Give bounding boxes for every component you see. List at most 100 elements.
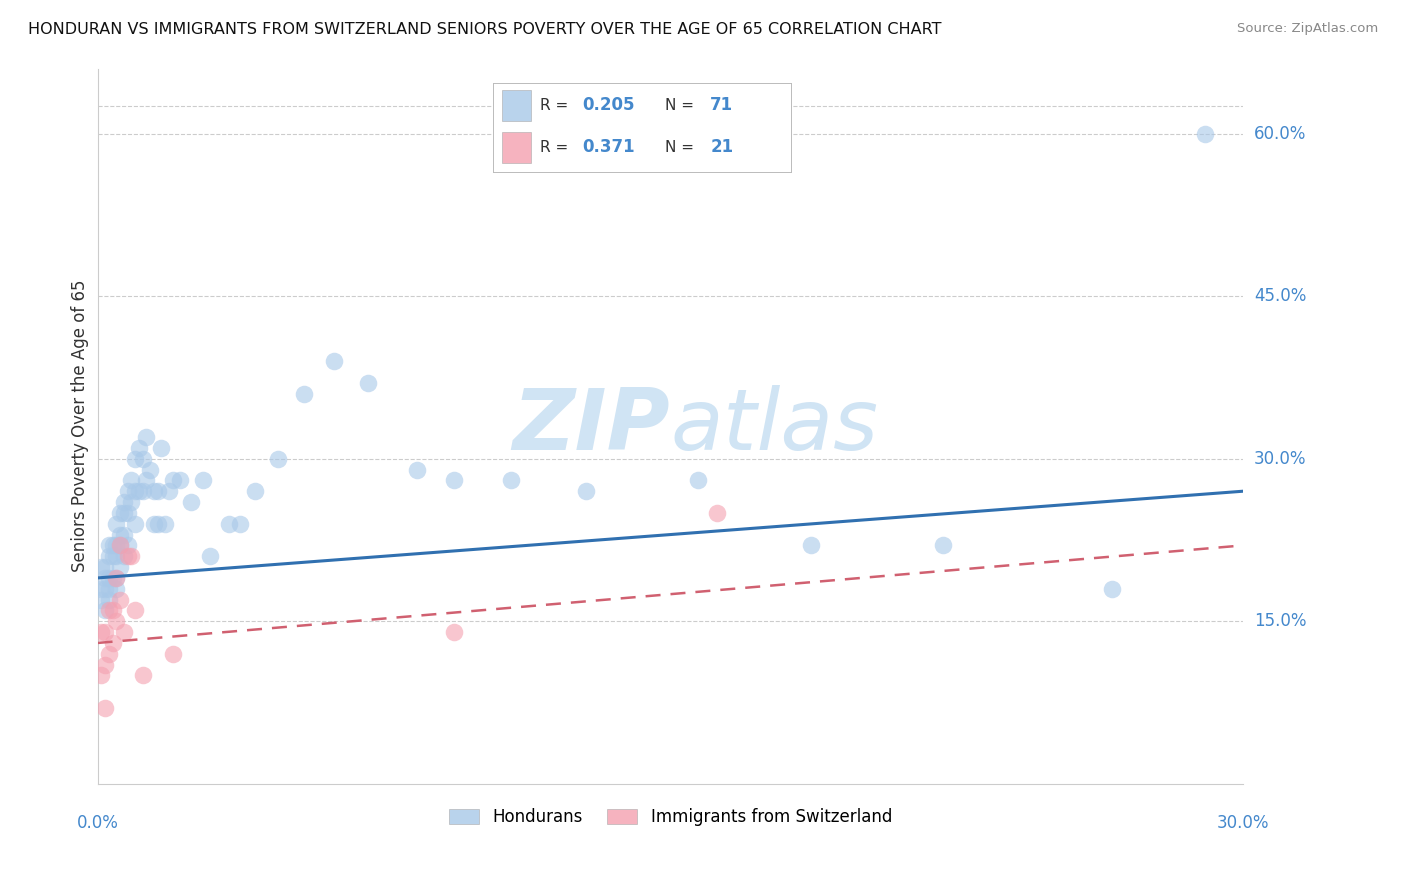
Text: ZIP: ZIP [513, 384, 671, 467]
Text: 30.0%: 30.0% [1216, 814, 1270, 832]
Point [117, 506, 139, 520]
Point [218, 516, 240, 531]
Point [120, 474, 142, 488]
Point [112, 625, 135, 640]
Point [292, 386, 315, 401]
Point [180, 495, 202, 509]
Point [128, 441, 150, 455]
Point [131, 451, 153, 466]
Point [162, 474, 184, 488]
Legend: Hondurans, Immigrants from Switzerland: Hondurans, Immigrants from Switzerland [441, 801, 898, 833]
Point [120, 495, 142, 509]
Point [101, 549, 124, 564]
Point [90, 582, 112, 596]
Point [105, 571, 128, 585]
Point [124, 484, 146, 499]
Point [153, 516, 176, 531]
Point [117, 549, 139, 564]
Point [142, 516, 165, 531]
Point [97, 571, 120, 585]
Point [157, 484, 180, 499]
Point [128, 484, 150, 499]
Point [124, 603, 146, 617]
Text: Source: ZipAtlas.com: Source: ZipAtlas.com [1237, 22, 1378, 36]
Point [357, 376, 380, 390]
Text: 45.0%: 45.0% [1254, 287, 1306, 305]
Point [101, 603, 124, 617]
Point [101, 636, 124, 650]
Point [135, 474, 157, 488]
Point [229, 516, 252, 531]
Text: 30.0%: 30.0% [1254, 450, 1306, 467]
Point [443, 474, 465, 488]
Point [499, 474, 522, 488]
Point [101, 571, 124, 585]
Point [105, 516, 128, 531]
Point [443, 625, 465, 640]
Point [90, 592, 112, 607]
Point [97, 592, 120, 607]
Point [94, 657, 117, 672]
Point [105, 549, 128, 564]
Text: 15.0%: 15.0% [1254, 612, 1306, 631]
Point [142, 484, 165, 499]
Point [706, 506, 728, 520]
Text: HONDURAN VS IMMIGRANTS FROM SWITZERLAND SENIORS POVERTY OVER THE AGE OF 65 CORRE: HONDURAN VS IMMIGRANTS FROM SWITZERLAND … [28, 22, 942, 37]
Point [94, 571, 117, 585]
Point [931, 538, 953, 552]
Point [139, 462, 162, 476]
Point [105, 582, 128, 596]
Point [124, 451, 146, 466]
Point [131, 484, 153, 499]
Point [124, 516, 146, 531]
Point [117, 484, 139, 499]
Y-axis label: Seniors Poverty Over the Age of 65: Seniors Poverty Over the Age of 65 [72, 280, 89, 573]
Point [117, 538, 139, 552]
Point [800, 538, 823, 552]
Point [169, 474, 191, 488]
Point [108, 506, 131, 520]
Point [245, 484, 267, 499]
Point [97, 538, 120, 552]
Point [105, 571, 128, 585]
Point [112, 549, 135, 564]
Point [267, 451, 290, 466]
Point [97, 603, 120, 617]
Point [405, 462, 427, 476]
Point [90, 560, 112, 574]
Point [200, 549, 222, 564]
Point [112, 495, 135, 509]
Point [1101, 582, 1123, 596]
Point [105, 538, 128, 552]
Point [94, 582, 117, 596]
Text: 0.0%: 0.0% [77, 814, 118, 832]
Point [94, 701, 117, 715]
Point [94, 560, 117, 574]
Point [94, 603, 117, 617]
Point [135, 430, 157, 444]
Point [191, 474, 214, 488]
Point [108, 527, 131, 541]
Point [97, 647, 120, 661]
Point [112, 527, 135, 541]
Point [108, 592, 131, 607]
Point [1194, 127, 1216, 141]
Point [575, 484, 598, 499]
Point [146, 516, 169, 531]
Point [131, 668, 153, 682]
Point [108, 538, 131, 552]
Point [688, 474, 710, 488]
Point [112, 506, 135, 520]
Text: 60.0%: 60.0% [1254, 125, 1306, 143]
Point [108, 538, 131, 552]
Point [97, 549, 120, 564]
Point [150, 441, 173, 455]
Point [323, 354, 346, 368]
Point [97, 582, 120, 596]
Point [162, 647, 184, 661]
Point [90, 668, 112, 682]
Point [105, 614, 128, 628]
Text: atlas: atlas [671, 384, 879, 467]
Point [90, 625, 112, 640]
Point [94, 625, 117, 640]
